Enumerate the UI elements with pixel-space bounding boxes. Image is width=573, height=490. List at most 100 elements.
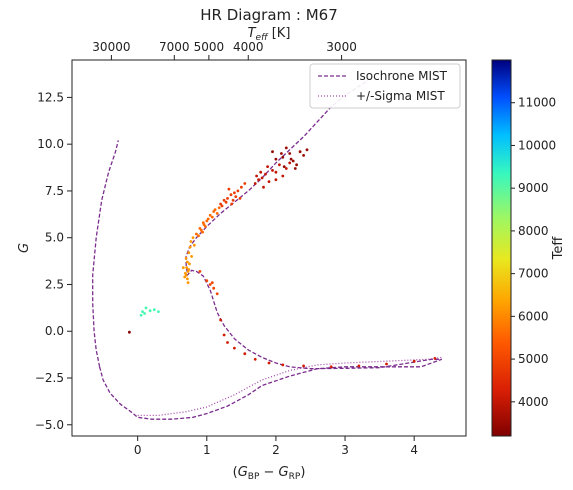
star-point [267, 361, 271, 365]
star-point [187, 251, 191, 255]
top-tick-label: 30000 [92, 40, 130, 54]
y-axis-title: G [17, 243, 32, 253]
star-point [281, 363, 285, 367]
star-point [243, 182, 247, 185]
star-point [238, 197, 242, 200]
x-axis-title: (GBP − GRP) [233, 465, 306, 482]
star-point [189, 240, 193, 243]
star-point [139, 313, 143, 317]
colorbar-tick-label: 7000 [518, 267, 549, 281]
star-point [231, 198, 235, 202]
star-point [357, 364, 361, 368]
star-point [233, 191, 236, 195]
star-point [305, 148, 309, 152]
star-point [144, 306, 148, 310]
star-point [236, 189, 240, 193]
colorbar-tick-label: 11000 [518, 96, 556, 110]
colorbar-tick-label: 5000 [518, 352, 549, 366]
star-point [185, 266, 189, 269]
star-point [226, 341, 229, 344]
star-point [212, 286, 216, 290]
star-point [253, 357, 257, 361]
star-point [234, 195, 238, 199]
star-points [127, 146, 437, 369]
star-point [213, 208, 217, 212]
star-point [222, 333, 226, 337]
y-tick-label: −5.0 [35, 418, 64, 432]
star-point [148, 309, 152, 313]
star-point [192, 243, 196, 247]
star-point [329, 365, 333, 369]
star-point [264, 172, 267, 176]
star-point [215, 212, 219, 215]
legend-label-sigma: +/-Sigma MIST [356, 89, 445, 103]
legend-box [309, 63, 461, 109]
x-tick-label: 4 [410, 443, 418, 457]
star-point [201, 230, 205, 234]
star-point [205, 279, 209, 283]
star-point [220, 204, 224, 208]
star-point [187, 268, 191, 271]
star-point [288, 161, 292, 165]
star-point [284, 167, 288, 170]
colorbar [491, 59, 512, 437]
star-point [298, 150, 302, 154]
star-point [197, 234, 200, 238]
star-point [195, 232, 198, 236]
star-point [208, 213, 212, 217]
star-point [274, 178, 278, 182]
star-point [302, 154, 305, 157]
star-point [210, 215, 214, 219]
star-point [291, 159, 295, 163]
star-point [157, 310, 160, 313]
star-point [302, 364, 305, 368]
star-point [281, 155, 285, 159]
star-point [217, 206, 221, 210]
colorbar-tick-label: 8000 [518, 224, 549, 238]
star-point [127, 330, 131, 334]
star-point [141, 310, 144, 313]
star-point [253, 182, 257, 185]
star-point [224, 200, 228, 204]
star-point [184, 271, 187, 275]
y-tick-label: 5.0 [45, 231, 64, 245]
star-point [183, 275, 187, 279]
star-point [215, 292, 219, 296]
y-tick-label: 10.0 [37, 137, 64, 151]
star-point [186, 277, 189, 281]
star-point [271, 169, 274, 172]
star-point [208, 283, 212, 286]
star-point [230, 202, 234, 206]
x-tick-label: 0 [134, 443, 142, 457]
star-point [243, 352, 247, 356]
star-point [274, 170, 278, 174]
top-tick-label: 3000 [326, 40, 357, 54]
star-point [271, 150, 274, 154]
star-point [210, 281, 214, 284]
star-point [293, 167, 297, 170]
star-point [184, 256, 188, 260]
star-point [152, 308, 156, 312]
y-tick-label: 2.5 [45, 277, 64, 291]
top-tick-label: 5000 [194, 40, 225, 54]
star-point [288, 152, 292, 155]
star-point [385, 362, 388, 366]
chart-title: HR Diagram : M67 [200, 6, 338, 24]
star-point [226, 197, 229, 200]
isochrone-curves [92, 80, 443, 420]
y-tick-label: 0.0 [45, 324, 64, 338]
star-point [259, 170, 263, 174]
star-point [282, 165, 286, 169]
legend-label-isochrone: Isochrone MIST [356, 69, 448, 83]
colorbar-tick-label: 10000 [518, 138, 556, 152]
legend: Isochrone MIST +/-Sigma MIST [309, 63, 461, 109]
star-point [240, 185, 243, 189]
star-point [186, 260, 189, 264]
star-point [181, 266, 185, 269]
x-tick-label: 2 [272, 443, 280, 457]
star-point [190, 255, 194, 258]
star-point [433, 357, 437, 360]
y-tick-label: 7.5 [45, 184, 64, 198]
plot-frame [71, 59, 467, 437]
